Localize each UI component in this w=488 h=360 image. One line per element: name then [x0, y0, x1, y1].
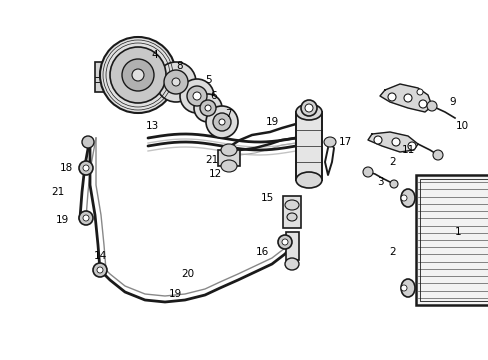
- Bar: [285, 232, 298, 260]
- Text: 3: 3: [376, 177, 383, 187]
- Text: 2: 2: [389, 247, 395, 257]
- Text: 13: 13: [145, 121, 158, 131]
- Bar: [95, 62, 147, 92]
- Ellipse shape: [416, 89, 422, 95]
- Bar: [295, 112, 321, 180]
- Ellipse shape: [186, 86, 206, 106]
- Ellipse shape: [83, 165, 89, 171]
- Ellipse shape: [79, 211, 93, 225]
- Bar: [283, 196, 301, 228]
- Ellipse shape: [200, 100, 216, 116]
- Bar: [218, 150, 240, 166]
- Ellipse shape: [135, 65, 159, 89]
- Ellipse shape: [418, 100, 426, 108]
- Ellipse shape: [221, 160, 237, 172]
- Text: 18: 18: [59, 163, 73, 173]
- Text: 10: 10: [454, 121, 468, 131]
- Ellipse shape: [132, 69, 143, 81]
- Ellipse shape: [100, 37, 176, 113]
- Ellipse shape: [172, 78, 180, 86]
- Ellipse shape: [213, 113, 230, 131]
- Ellipse shape: [391, 138, 399, 146]
- Polygon shape: [379, 84, 431, 112]
- Text: 20: 20: [181, 269, 194, 279]
- Ellipse shape: [193, 92, 201, 100]
- Text: 12: 12: [208, 169, 221, 179]
- Ellipse shape: [156, 62, 196, 102]
- Text: 16: 16: [255, 247, 268, 257]
- Ellipse shape: [426, 101, 436, 111]
- Ellipse shape: [400, 285, 406, 291]
- Text: 21: 21: [51, 187, 64, 197]
- Ellipse shape: [295, 172, 321, 188]
- Ellipse shape: [110, 47, 165, 103]
- Text: 8: 8: [176, 61, 183, 71]
- Ellipse shape: [295, 104, 321, 120]
- Text: 1: 1: [454, 227, 460, 237]
- Bar: [415, 175, 488, 305]
- Ellipse shape: [205, 106, 238, 138]
- Ellipse shape: [400, 195, 406, 201]
- Ellipse shape: [163, 70, 187, 94]
- Text: 2: 2: [389, 157, 395, 167]
- Ellipse shape: [221, 144, 237, 156]
- Ellipse shape: [285, 258, 298, 270]
- Text: 9: 9: [449, 97, 455, 107]
- Ellipse shape: [180, 79, 214, 113]
- Ellipse shape: [79, 161, 93, 175]
- Ellipse shape: [403, 94, 411, 102]
- Text: 14: 14: [93, 251, 106, 261]
- Ellipse shape: [305, 104, 312, 112]
- Text: 7: 7: [224, 109, 231, 119]
- Ellipse shape: [389, 180, 397, 188]
- Ellipse shape: [83, 215, 89, 221]
- Ellipse shape: [97, 267, 103, 273]
- Ellipse shape: [82, 136, 94, 148]
- Ellipse shape: [432, 150, 442, 160]
- Ellipse shape: [282, 239, 287, 245]
- Polygon shape: [367, 132, 417, 152]
- Ellipse shape: [407, 142, 415, 150]
- Ellipse shape: [362, 167, 372, 177]
- Ellipse shape: [387, 93, 395, 101]
- Text: 19: 19: [168, 289, 181, 299]
- Text: 5: 5: [204, 75, 211, 85]
- Ellipse shape: [301, 100, 316, 116]
- Text: 11: 11: [401, 145, 414, 155]
- Ellipse shape: [204, 105, 210, 111]
- Bar: [419, 179, 488, 301]
- Ellipse shape: [219, 119, 224, 125]
- Text: 21: 21: [205, 155, 218, 165]
- Text: 4: 4: [151, 50, 158, 60]
- Ellipse shape: [373, 136, 381, 144]
- Ellipse shape: [93, 263, 107, 277]
- Text: 15: 15: [260, 193, 273, 203]
- Ellipse shape: [400, 279, 414, 297]
- Text: 19: 19: [265, 117, 278, 127]
- Ellipse shape: [278, 235, 291, 249]
- Ellipse shape: [285, 200, 298, 210]
- Ellipse shape: [122, 59, 154, 91]
- Ellipse shape: [286, 213, 296, 221]
- Text: 19: 19: [55, 215, 68, 225]
- Ellipse shape: [324, 137, 335, 147]
- Text: 6: 6: [210, 91, 217, 101]
- Ellipse shape: [400, 189, 414, 207]
- Ellipse shape: [194, 94, 222, 122]
- Text: 17: 17: [338, 137, 351, 147]
